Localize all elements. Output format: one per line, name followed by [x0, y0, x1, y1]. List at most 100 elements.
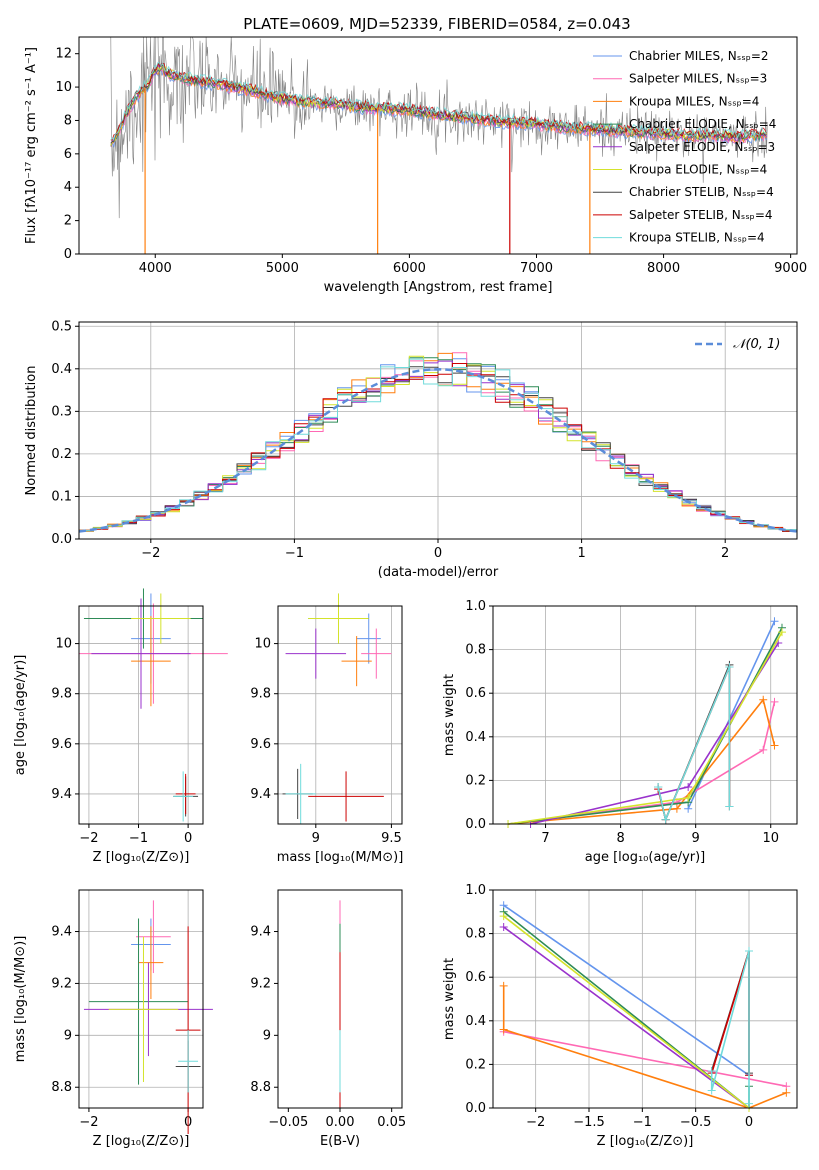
x-tick-label: −2	[79, 1115, 98, 1130]
y-axis-label: mass weight	[442, 958, 457, 1040]
panel-mass-vs-Z: −2 08.899.29.4Z [log₁₀(Z/Z⊙)]mass [log₁₀(…	[13, 889, 213, 1149]
data-point-marker	[499, 912, 508, 921]
legend-label: Kroupa MILES, Nₛₛₚ=4	[629, 94, 759, 108]
y-axis-label: age [log₁₀(age/yr)]	[13, 655, 28, 776]
x-tick-label: 6000	[393, 261, 426, 276]
y-tick-label: 12	[55, 47, 72, 62]
x-axis-label: wavelength [Angstrom, rest frame]	[324, 280, 553, 295]
data-point-marker	[499, 1025, 508, 1034]
x-axis-label: E(B-V)	[320, 1134, 360, 1149]
y-tick-label: 0.4	[465, 730, 486, 745]
y-tick-label: 0	[64, 247, 72, 262]
model-spectrum-line	[110, 61, 767, 141]
x-tick-label: −2	[79, 831, 98, 846]
x-axis-label: (data-model)/error	[378, 565, 499, 580]
legend-label: Salpeter ELODIE, Nₛₛₚ=3	[629, 140, 775, 154]
data-point-marker	[759, 745, 768, 754]
y-tick-label: 0.0	[465, 1101, 486, 1116]
y-axis-label: Normed distribution	[24, 366, 39, 496]
y-tick-label: 8	[64, 113, 72, 128]
axes-frame	[78, 36, 798, 255]
x-tick-label: 2	[721, 546, 729, 561]
y-tick-label: 9.4	[250, 925, 271, 940]
data-point-marker	[661, 815, 670, 824]
panel-spectrum: 4000 5000 6000 7000 8000 9000 0 2 4 6 8 10 12 wavelen…	[24, 36, 807, 295]
data-point-marker	[684, 782, 693, 791]
model-spectrum-line	[110, 62, 767, 141]
y-tick-label: 9.4	[51, 787, 72, 802]
y-tick-label: 2	[64, 214, 72, 229]
y-tick-label: 10	[55, 637, 72, 652]
legend-label: Salpeter MILES, Nₛₛₚ=3	[629, 72, 767, 86]
y-tick-label: 0.4	[51, 362, 72, 377]
data-point-marker	[745, 1099, 753, 1108]
data-point-marker	[684, 793, 693, 802]
figure-title: PLATE=0609, MJD=52339, FIBERID=0584, z=0…	[243, 15, 630, 33]
legend-label: Chabrier STELIB, Nₛₛₚ=4	[629, 185, 774, 199]
x-tick-label: −1	[633, 1115, 652, 1130]
x-tick-label: 8000	[647, 261, 680, 276]
y-axis-label: Flux [fλ10⁻¹⁷ erg cm⁻² s⁻¹ A⁻¹]	[24, 47, 39, 244]
axes-frame	[78, 889, 204, 1109]
y-tick-label: 0.5	[51, 319, 72, 334]
y-tick-label: 9.8	[51, 687, 72, 702]
mass-weight-line	[503, 904, 750, 1076]
mass-weight-line	[657, 666, 731, 823]
legend-label: Salpeter STELIB, Nₛₛₚ=4	[629, 208, 773, 222]
data-point-marker	[499, 923, 508, 932]
data-point-marker	[770, 697, 779, 706]
x-tick-label: 4000	[139, 261, 172, 276]
x-tick-label: 0.05	[377, 1115, 406, 1130]
legend-label: Chabrier ELODIE, Nₛₛₚ=4	[629, 117, 776, 131]
x-tick-label: 9.5	[381, 831, 402, 846]
y-tick-label: 0.2	[465, 1057, 486, 1072]
x-tick-label: 7	[541, 831, 549, 846]
y-tick-label: 9.4	[51, 925, 72, 940]
mass-weight-line	[503, 1030, 787, 1087]
x-tick-label: −1.5	[573, 1115, 605, 1130]
x-tick-label: −0.05	[268, 1115, 308, 1130]
panel-weight-vs-age: 7 8 9 10 0.0 0.2 0.4 0.6 0.8 1.0 age [log₁₀(age/yr…	[442, 599, 798, 865]
x-tick-label: 0	[184, 831, 192, 846]
data-point-marker	[770, 617, 779, 626]
y-tick-label: 9.8	[250, 687, 271, 702]
panel-residuals: −2 −1 0 1 2 0.0 0.1 0.2 0.3 0.4 0.5 (data-model)/er…	[24, 319, 798, 580]
x-tick-label: 0	[745, 1115, 753, 1130]
y-axis-label: mass [log₁₀(M/M⊙)]	[13, 936, 28, 1063]
x-axis-label: Z [log₁₀(Z/Z⊙)]	[597, 1134, 694, 1149]
x-tick-label: 8	[616, 831, 624, 846]
x-axis-label: Z [log₁₀(Z/Z⊙)]	[93, 1134, 190, 1149]
data-point-marker	[672, 804, 681, 813]
residual-histogram	[78, 358, 797, 539]
x-tick-label: −1	[129, 831, 148, 846]
data-point-marker	[707, 1086, 716, 1095]
y-tick-label: 9	[64, 1028, 72, 1043]
panel-weight-vs-Z: −2 −1.5 −1 −0.5 0 0.0 0.2 0.4 0.6 0.8 1.0 Z [log₁₀(…	[442, 883, 798, 1149]
x-tick-label: 10	[762, 831, 779, 846]
mass-weight-line	[507, 627, 783, 825]
panel-age-vs-Z: −2 −1 0 9.4 9.6 9.8 10 Z [log₁₀(Z/Z⊙)] age [log₁…	[13, 588, 228, 865]
mass-weight-line	[503, 926, 750, 1109]
data-point-marker	[782, 1088, 791, 1097]
axes-frame	[277, 889, 403, 1109]
mass-weight-line	[507, 697, 776, 825]
y-tick-label: 9.6	[51, 737, 72, 752]
panel-age-vs-mass: 9 9.5 9.4 9.6 9.8 10 mass [log₁₀(M/M⊙)]	[250, 593, 403, 865]
y-tick-label: 6	[64, 147, 72, 162]
legend-label: 𝒩(0, 1)	[733, 337, 780, 352]
axes-frame	[492, 889, 798, 1109]
mass-weight-line	[502, 985, 787, 1109]
y-tick-label: 8.8	[250, 1080, 271, 1095]
data-point-marker	[759, 695, 768, 704]
data-point-marker	[499, 981, 508, 990]
x-tick-label: 0	[434, 546, 442, 561]
axes-frame	[492, 605, 798, 825]
mass-weight-line	[503, 915, 750, 1109]
x-tick-label: 0.00	[326, 1115, 355, 1130]
data-point-marker	[745, 947, 753, 956]
y-tick-label: 8.8	[51, 1080, 72, 1095]
axes-frame	[277, 605, 403, 825]
x-tick-label: 1	[577, 546, 585, 561]
y-tick-label: 10	[254, 637, 271, 652]
